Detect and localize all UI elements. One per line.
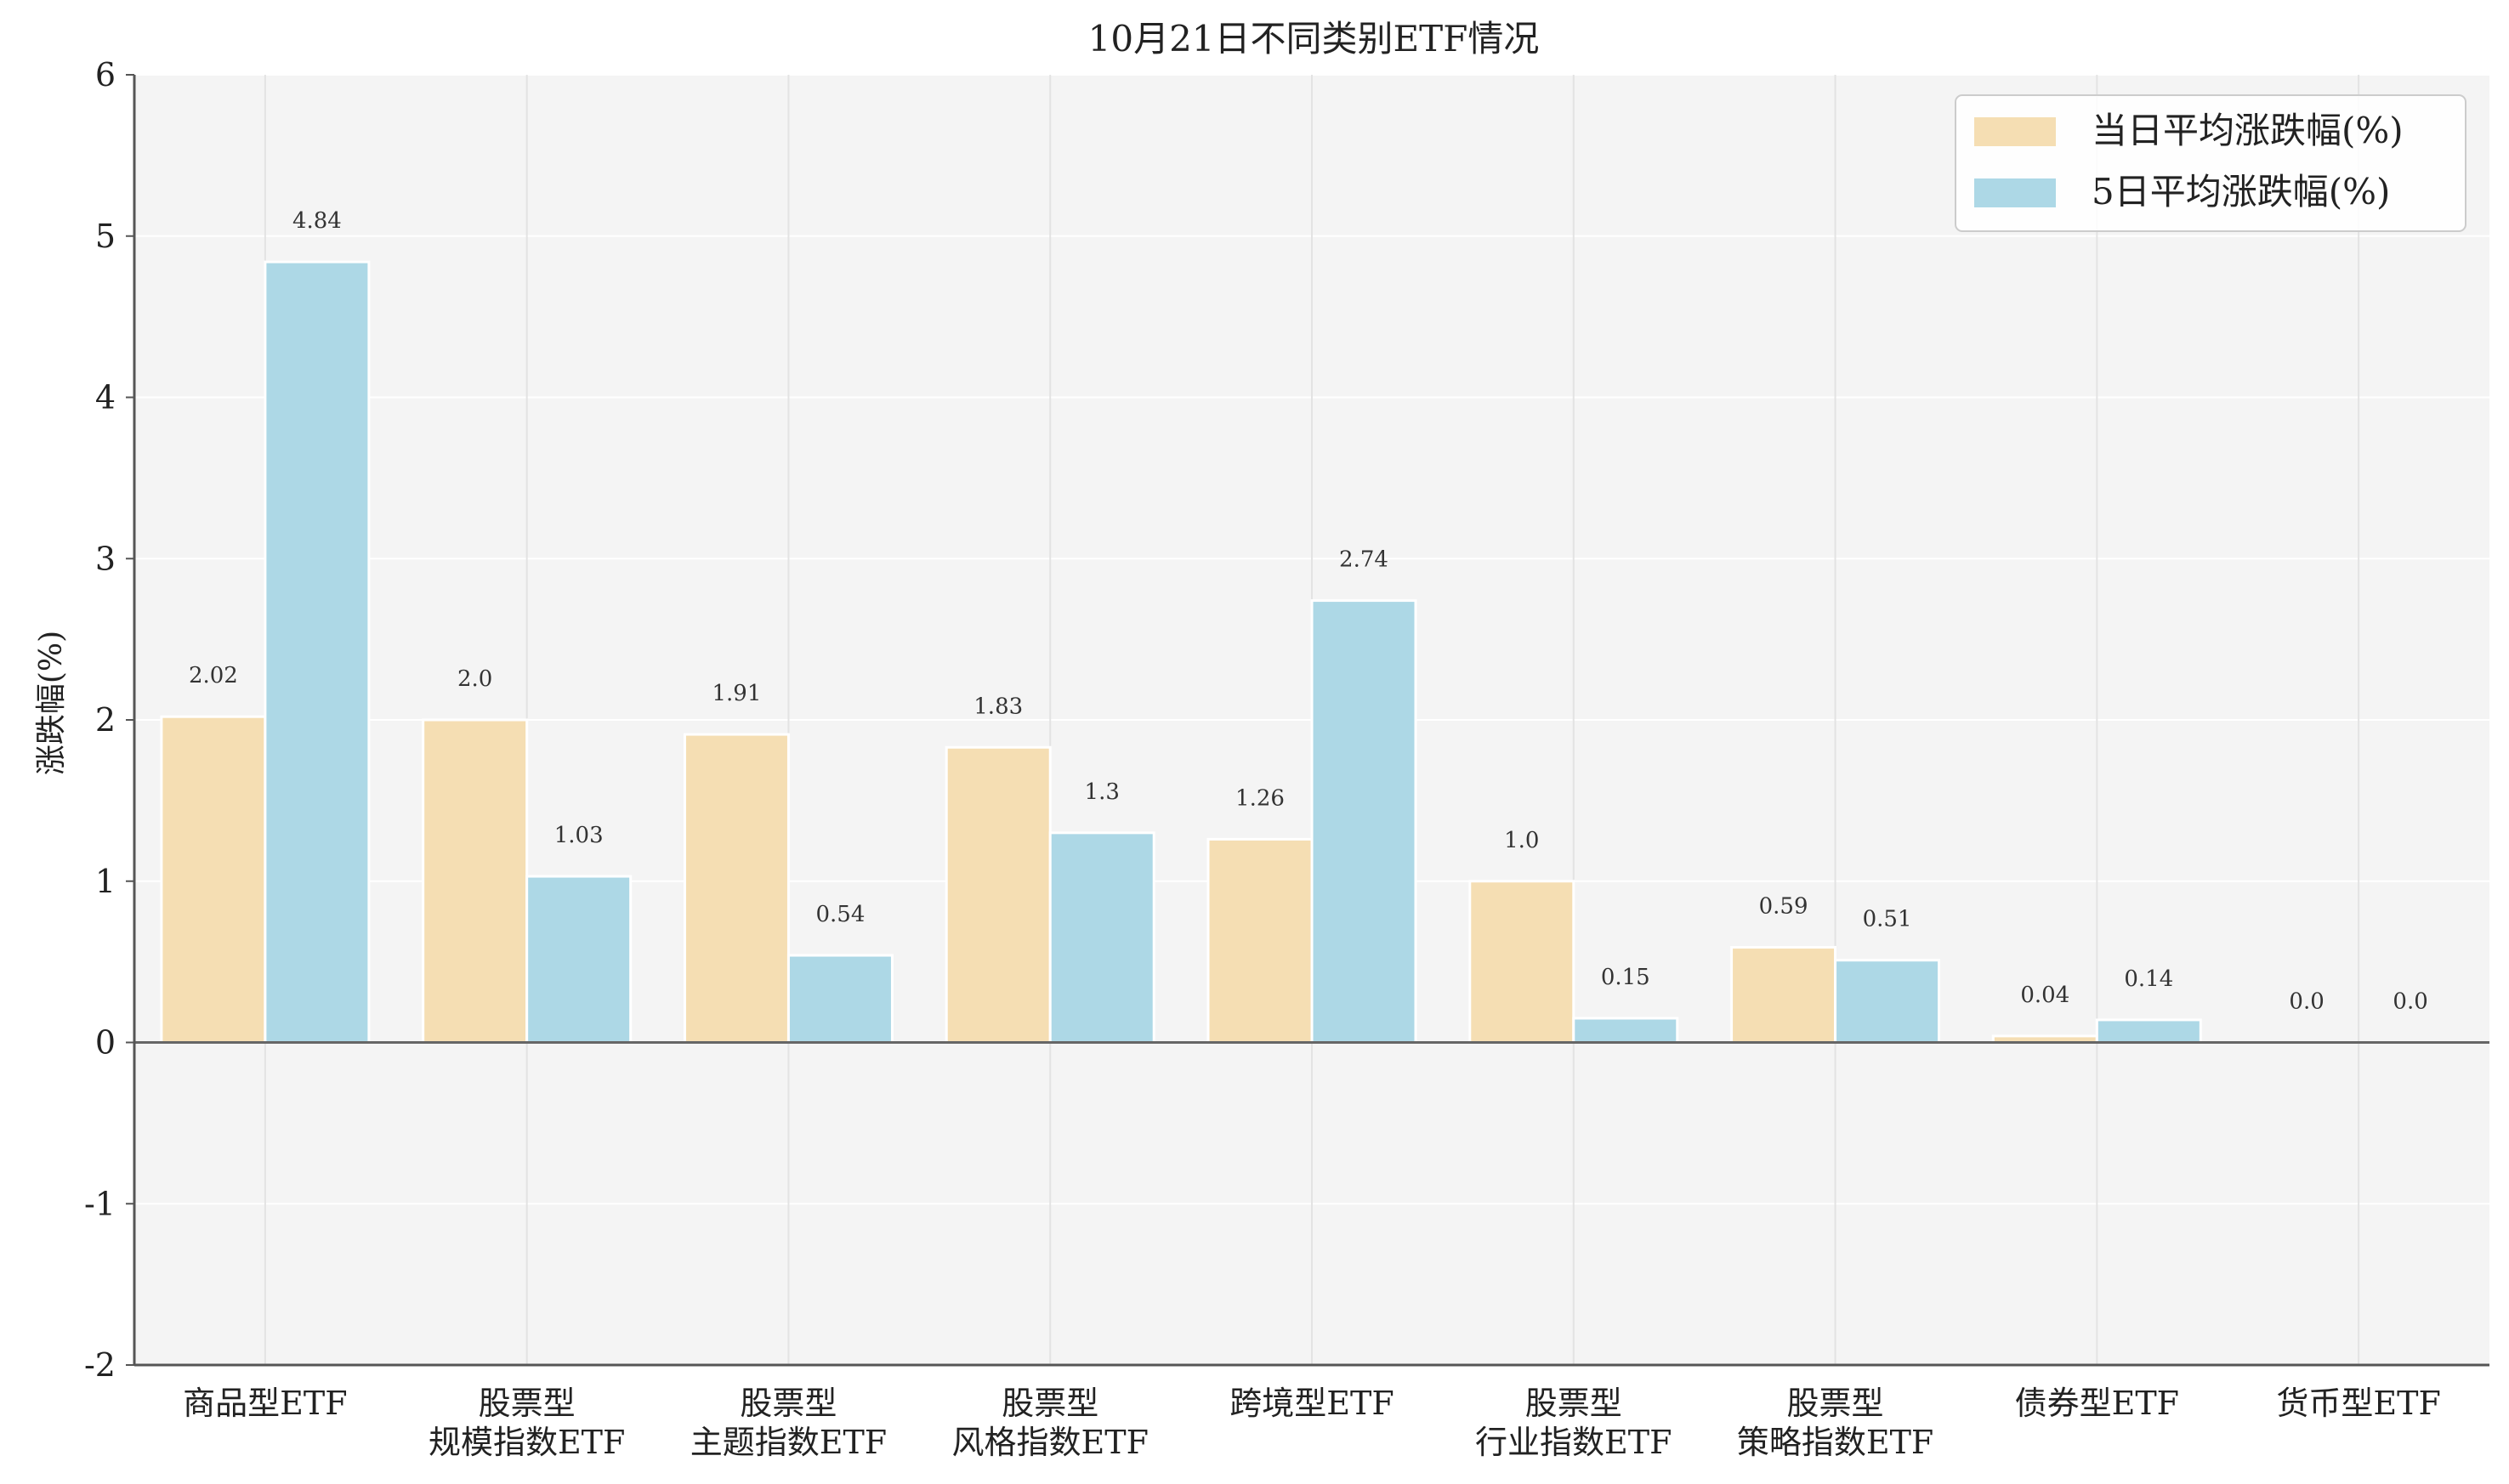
bar-series-2 xyxy=(786,954,894,1045)
legend-box xyxy=(1955,94,2466,232)
data-label: 0.59 xyxy=(1759,894,1808,920)
data-label: 0.0 xyxy=(2393,989,2427,1015)
bar-series-1 xyxy=(160,715,267,1045)
y-tick-label: 4 xyxy=(95,379,116,416)
bar-series-2 xyxy=(1834,959,1941,1045)
chart-title: 10月21日不同类别ETF情况 xyxy=(1088,18,1540,59)
legend-label: 当日平均涨跌幅(%) xyxy=(2092,110,2404,151)
data-label: 1.0 xyxy=(1504,828,1539,853)
data-label: 2.02 xyxy=(189,663,238,688)
y-tick-label: 3 xyxy=(95,540,116,577)
x-tick-label: 策略指数ETF xyxy=(1737,1424,1933,1461)
data-label: 4.84 xyxy=(292,208,342,234)
bar-series-2 xyxy=(525,875,633,1044)
bar-series-1 xyxy=(1730,946,1837,1044)
y-tick-label: 5 xyxy=(95,218,116,255)
legend-swatch xyxy=(1974,178,2056,207)
y-tick-label: 6 xyxy=(95,56,116,93)
data-label: 1.03 xyxy=(554,823,604,848)
bar-series-1 xyxy=(1206,837,1314,1044)
bar-series-2 xyxy=(2095,1018,2202,1045)
x-tick-label: 股票型 xyxy=(479,1385,576,1422)
x-tick-label: 主题指数ETF xyxy=(690,1424,887,1461)
data-label: 0.14 xyxy=(2124,966,2173,992)
legend: 当日平均涨跌幅(%) 5日平均涨跌幅(%) xyxy=(1955,94,2466,232)
bar-series-1 xyxy=(945,745,1052,1044)
y-axis-label: 涨跌幅(%) xyxy=(34,631,69,775)
x-tick-label: 规模指数ETF xyxy=(429,1424,625,1461)
data-label: 2.0 xyxy=(457,666,492,692)
x-tick-label: 风格指数ETF xyxy=(951,1424,1148,1461)
data-label: 0.54 xyxy=(815,902,865,927)
x-tick-label: 商品型ETF xyxy=(183,1385,347,1422)
y-tick-label: 0 xyxy=(95,1024,116,1062)
bar-series-2 xyxy=(1310,599,1417,1044)
y-tick-label: 1 xyxy=(95,863,116,900)
data-label: 0.51 xyxy=(1863,907,1912,932)
data-label: 0.04 xyxy=(2020,983,2069,1008)
data-label: 1.91 xyxy=(712,681,761,706)
y-tick-label: 2 xyxy=(95,701,116,739)
data-label: 0.15 xyxy=(1601,965,1650,990)
x-tick-label: 股票型 xyxy=(1002,1385,1098,1422)
bar-series-1 xyxy=(422,718,529,1044)
x-tick-label: 货币型ETF xyxy=(2276,1385,2440,1422)
data-label: 1.26 xyxy=(1235,785,1285,811)
data-label: 0.0 xyxy=(2289,989,2324,1015)
x-tick-label: 行业指数ETF xyxy=(1475,1424,1672,1461)
x-tick-label: 股票型 xyxy=(1787,1385,1884,1422)
x-tick-label: 跨境型ETF xyxy=(1229,1385,1394,1422)
x-tick-label: 股票型 xyxy=(740,1385,837,1422)
legend-label: 5日平均涨跌幅(%) xyxy=(2092,171,2390,212)
data-label: 1.3 xyxy=(1085,779,1120,805)
bar-series-1 xyxy=(1468,880,1575,1044)
y-tick-label: -1 xyxy=(84,1185,116,1222)
legend-swatch xyxy=(1974,117,2056,146)
x-tick-label: 债券型ETF xyxy=(2015,1385,2179,1422)
bar-series-2 xyxy=(1572,1017,1679,1044)
y-tick-label: -2 xyxy=(84,1346,116,1384)
data-label: 1.83 xyxy=(974,694,1023,719)
bar-series-2 xyxy=(264,260,371,1044)
bar-series-1 xyxy=(683,733,790,1044)
bar-series-2 xyxy=(1048,831,1155,1045)
x-tick-label: 股票型 xyxy=(1525,1385,1622,1422)
data-label: 2.74 xyxy=(1339,547,1388,573)
